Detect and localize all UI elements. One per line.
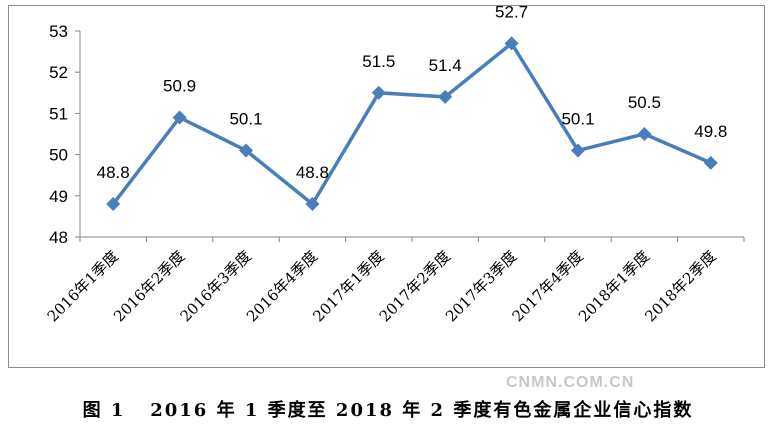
data-point-marker: [504, 36, 519, 51]
series-markers: [106, 36, 718, 212]
data-point-marker: [106, 197, 121, 212]
y-axis-ticks: 48 49 50 51 52 53: [49, 22, 80, 247]
series-line: [111, 41, 712, 206]
data-label: 48.8: [296, 163, 329, 182]
data-point-marker: [172, 110, 187, 125]
data-label: 49.8: [694, 122, 727, 141]
data-label: 51.5: [362, 52, 395, 71]
data-point-marker: [637, 127, 652, 141]
y-tick-label: 53: [49, 22, 68, 41]
data-label: 48.8: [97, 163, 130, 182]
data-point-marker: [239, 143, 253, 158]
data-label: 51.4: [429, 56, 462, 75]
data-labels: 48.8 50.9 50.1 48.8 51.5 51.4 52.7 50.1 50.5 49.8: [97, 2, 728, 182]
data-point-marker: [371, 85, 386, 100]
data-point-marker: [438, 89, 453, 104]
chart-frame: [8, 5, 765, 368]
data-point-marker: [703, 155, 718, 170]
watermark: CNMN.COM.CN: [506, 374, 635, 391]
data-label: 50.5: [628, 93, 661, 112]
figure-caption: 图 1 2016 年 1 季度至 2018 年 2 季度有色金属企业信心指数: [82, 400, 694, 421]
y-tick-label: 50: [49, 146, 68, 165]
y-tick-label: 49: [49, 187, 68, 206]
x-category-label: 2018年2季度: [641, 247, 719, 325]
data-point-marker: [305, 197, 320, 212]
data-label: 50.9: [163, 77, 196, 96]
category-labels: 2016年1季度2016年2季度2016年3季度2016年4季度2017年1季度…: [44, 247, 720, 325]
data-point-marker: [571, 143, 585, 158]
y-tick-label: 52: [49, 63, 68, 82]
y-tick-label: 48: [49, 228, 68, 247]
data-label: 50.1: [229, 109, 262, 128]
data-label: 50.1: [561, 109, 594, 128]
x-axis-ticks: [79, 237, 745, 242]
data-label: 52.7: [495, 2, 528, 21]
y-tick-label: 51: [49, 104, 68, 123]
